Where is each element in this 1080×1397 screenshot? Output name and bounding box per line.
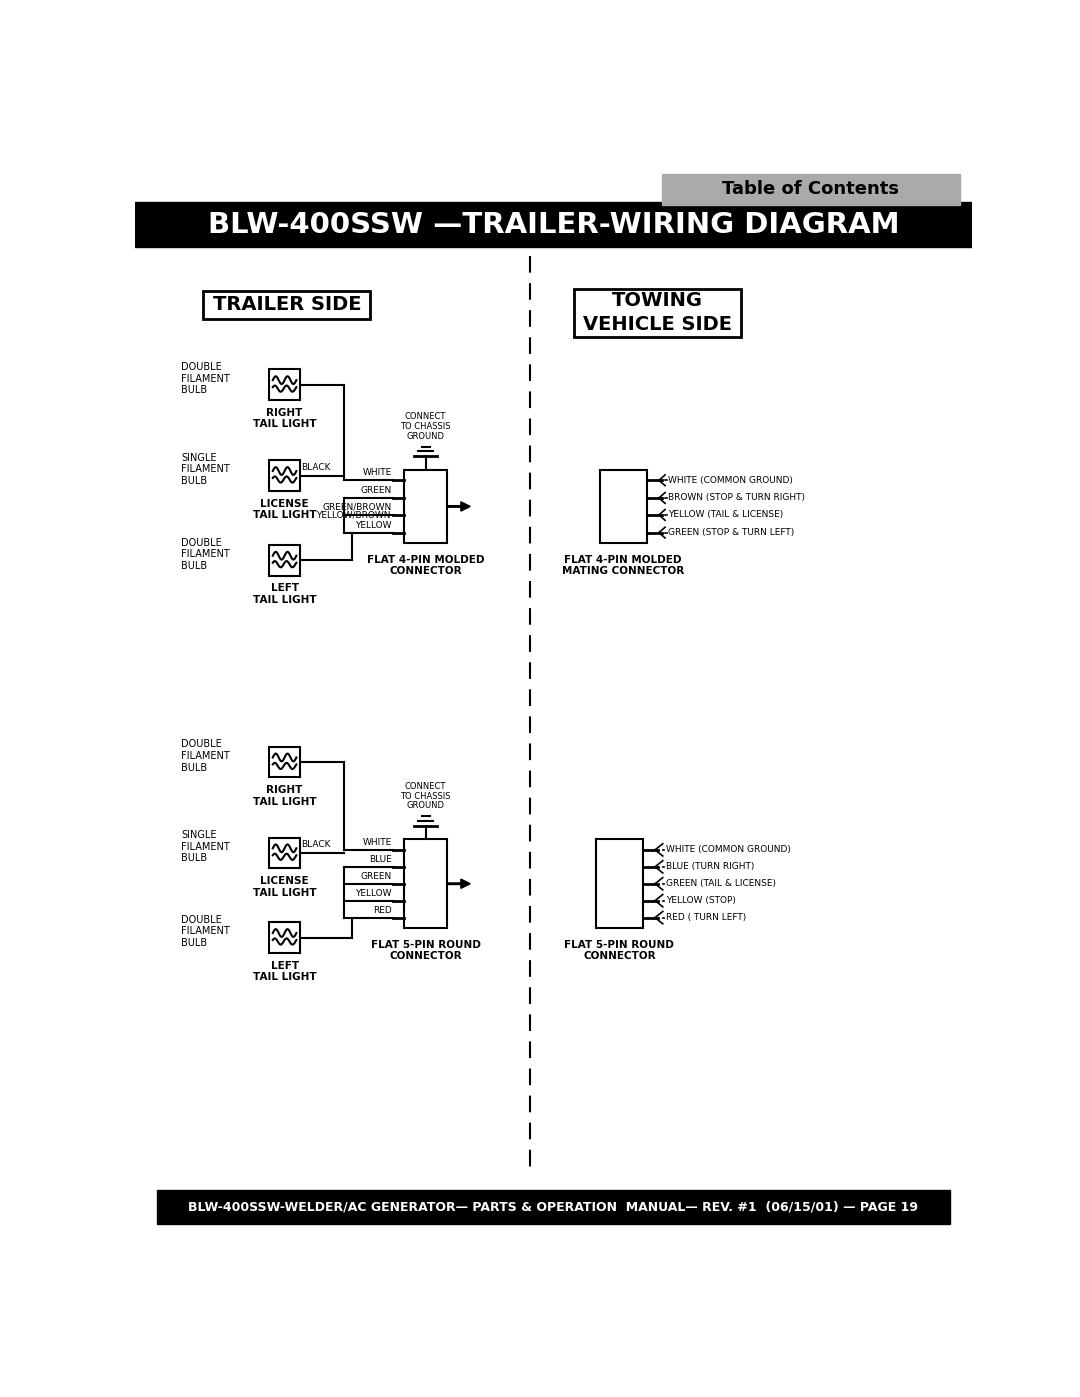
Text: Table of Contents: Table of Contents [723,180,900,198]
Text: TOWING
VEHICLE SIDE: TOWING VEHICLE SIDE [583,291,732,334]
FancyArrow shape [447,502,470,511]
Text: FLAT 4-PIN MOLDED
CONNECTOR: FLAT 4-PIN MOLDED CONNECTOR [367,555,484,576]
Text: LEFT
TAIL LIGHT: LEFT TAIL LIGHT [253,961,316,982]
Bar [404,469,447,543]
Text: WHITE (COMMON GROUND): WHITE (COMMON GROUND) [666,845,791,855]
Bar [596,840,643,928]
Text: WHITE: WHITE [363,838,392,847]
Text: GREEN: GREEN [361,486,392,495]
Text: BLW-400SSW —TRAILER-WIRING DIAGRAM: BLW-400SSW —TRAILER-WIRING DIAGRAM [207,211,900,239]
Bar [157,1190,950,1224]
Text: SINGLE
FILAMENT
BULB: SINGLE FILAMENT BULB [181,453,230,486]
Text: CONNECT
TO CHASSIS
GROUND: CONNECT TO CHASSIS GROUND [401,412,450,440]
Bar [203,291,369,320]
Bar [269,838,300,869]
Text: WHITE (COMMON GROUND): WHITE (COMMON GROUND) [669,476,793,485]
Text: BLW-400SSW-WELDER/AC GENERATOR— PARTS & OPERATION  MANUAL— REV. #1  (06/15/01) —: BLW-400SSW-WELDER/AC GENERATOR— PARTS & … [189,1200,918,1214]
Text: LEFT
TAIL LIGHT: LEFT TAIL LIGHT [253,584,316,605]
Text: SINGLE
FILAMENT
BULB: SINGLE FILAMENT BULB [181,830,230,863]
Bar [269,460,300,490]
Text: WHITE: WHITE [363,468,392,478]
Text: RED ( TURN LEFT): RED ( TURN LEFT) [666,914,746,922]
Text: DOUBLE
FILAMENT
BULB: DOUBLE FILAMENT BULB [181,915,230,949]
Bar [269,922,300,953]
Bar [135,203,972,247]
Bar [575,289,741,337]
Text: DOUBLE
FILAMENT
BULB: DOUBLE FILAMENT BULB [181,739,230,773]
Text: CONNECT
TO CHASSIS
GROUND: CONNECT TO CHASSIS GROUND [401,782,450,810]
Bar [600,469,647,543]
Text: RIGHT
TAIL LIGHT: RIGHT TAIL LIGHT [253,785,316,807]
FancyArrow shape [447,879,470,888]
Text: FLAT 4-PIN MOLDED
MATING CONNECTOR: FLAT 4-PIN MOLDED MATING CONNECTOR [562,555,685,576]
Text: TRAILER SIDE: TRAILER SIDE [213,295,361,314]
Text: LICENSE
TAIL LIGHT: LICENSE TAIL LIGHT [253,876,316,898]
Text: RIGHT
TAIL LIGHT: RIGHT TAIL LIGHT [253,408,316,429]
Text: YELLOW (STOP): YELLOW (STOP) [666,897,735,905]
Text: GREEN/BROWN: GREEN/BROWN [323,503,392,511]
Text: BLACK: BLACK [301,462,330,472]
Text: YELLOW/BROWN: YELLOW/BROWN [315,510,390,520]
Text: BLUE: BLUE [369,855,392,863]
Bar [269,746,300,778]
Text: GREEN (TAIL & LICENSE): GREEN (TAIL & LICENSE) [666,879,775,888]
Bar [269,545,300,576]
Bar [269,369,300,400]
Text: RED: RED [374,905,392,915]
Bar [404,840,447,928]
Text: GREEN: GREEN [361,872,392,880]
Text: FLAT 5-PIN ROUND
CONNECTOR: FLAT 5-PIN ROUND CONNECTOR [370,940,481,961]
Text: GREEN (STOP & TURN LEFT): GREEN (STOP & TURN LEFT) [669,528,795,536]
Text: BLACK: BLACK [301,840,330,849]
Text: YELLOW (TAIL & LICENSE): YELLOW (TAIL & LICENSE) [669,510,783,520]
Text: BROWN (STOP & TURN RIGHT): BROWN (STOP & TURN RIGHT) [669,493,806,503]
Text: DOUBLE
FILAMENT
BULB: DOUBLE FILAMENT BULB [181,362,230,395]
Text: BLUE (TURN RIGHT): BLUE (TURN RIGHT) [666,862,754,872]
Text: YELLOW: YELLOW [355,888,392,898]
Bar [662,173,960,204]
Text: FLAT 5-PIN ROUND
CONNECTOR: FLAT 5-PIN ROUND CONNECTOR [565,940,674,961]
Text: DOUBLE
FILAMENT
BULB: DOUBLE FILAMENT BULB [181,538,230,571]
Text: LICENSE
TAIL LIGHT: LICENSE TAIL LIGHT [253,499,316,520]
Text: YELLOW: YELLOW [355,521,392,529]
